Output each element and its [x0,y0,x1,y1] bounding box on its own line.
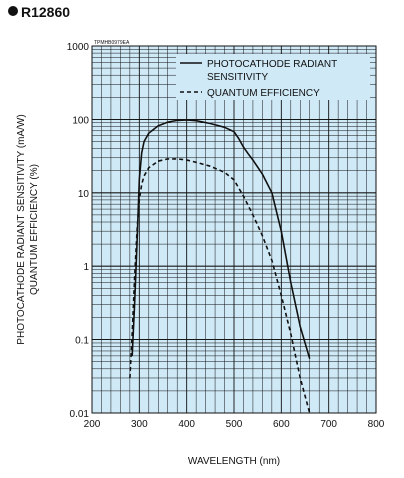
legend-solid-label-2: SENSITIVITY [207,72,268,83]
figure-code-label: TPMHB0979EA [94,40,130,46]
y-tick-label: 10 [78,189,90,200]
legend: PHOTOCATHODE RADIANT SENSITIVITY QUANTUM… [176,54,370,100]
x-tick-label: 600 [273,419,290,430]
y-tick-label: 100 [72,115,89,126]
y-tick-label: 1 [83,262,89,273]
x-tick-label: 300 [131,419,148,430]
x-tick-label: 800 [368,419,385,430]
x-tick-label: 700 [320,419,337,430]
x-tick-label: 400 [178,419,195,430]
plot-frame [91,45,377,414]
bullet-icon [8,6,18,16]
tick-labels: 200 300 400 500 600 700 800 0.01 0.1 1 10 100 1000 [67,42,385,430]
legend-dashed-label: QUANTUM EFFICIENCY [207,88,320,99]
chart-header: R12860 [8,4,70,20]
x-tick-label: 200 [84,419,101,430]
legend-box [176,54,370,100]
x-axis-label: WAVELENGTH (nm) [188,456,280,467]
x-tick-label: 500 [226,419,243,430]
y-axis-label-sensitivity: PHOTOCATHODE RADIANT SENSITIVITY (mA/W) [16,114,27,344]
series-lines [129,119,311,414]
y-tick-label: 0.01 [70,409,90,420]
y-tick-label: 0.1 [75,336,89,347]
quantum-efficiency-line [129,158,311,414]
y-axis-label-qe: QUANTUM EFFICIENCY (%) [29,164,40,295]
legend-solid-label-1: PHOTOCATHODE RADIANT [207,59,337,70]
model-title: R12860 [21,4,71,20]
radiant-sensitivity-line [131,119,311,359]
y-tick-label: 1000 [67,42,90,53]
